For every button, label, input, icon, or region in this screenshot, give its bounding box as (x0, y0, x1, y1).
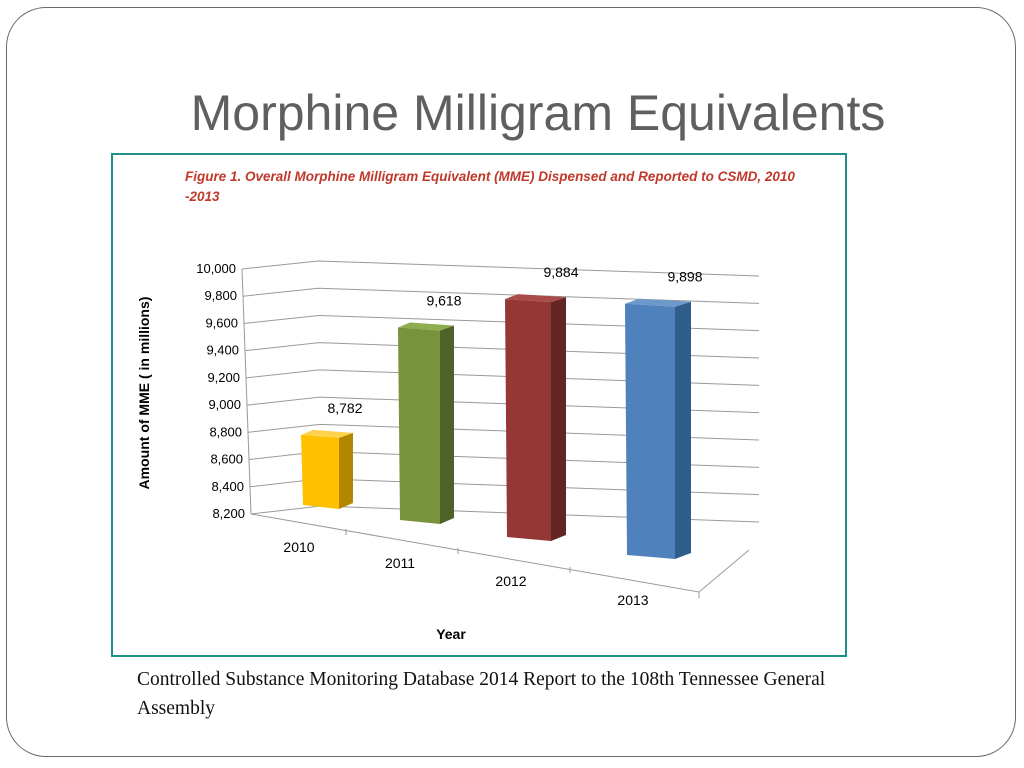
gridline (244, 342, 760, 359)
y-axis-line (241, 268, 252, 515)
y-tick-label: 9,400 (206, 343, 239, 358)
x-tick-label: 2013 (617, 592, 648, 608)
y-tick-label: 9,200 (207, 370, 240, 385)
bar-top (625, 298, 691, 307)
bar (505, 299, 551, 541)
bar (625, 303, 675, 559)
bar-side (675, 301, 691, 559)
bar (398, 327, 440, 524)
y-tick-label: 8,200 (212, 506, 245, 521)
y-tick-label: 8,400 (211, 479, 244, 494)
y-tick-label: 8,600 (210, 452, 243, 467)
gridline (242, 287, 760, 304)
x-tick-label: 2012 (495, 573, 526, 589)
chart-title: Figure 1. Overall Morphine Milligram Equ… (185, 169, 795, 204)
y-tick-label: 9,000 (208, 397, 241, 412)
gridline (241, 260, 760, 277)
data-label: 9,884 (543, 264, 578, 280)
chart-svg: 8,200 8,400 8,600 8,800 9,000 9,200 9,400 9,600… (136, 260, 760, 642)
y-tick-label: 10,000 (196, 261, 236, 276)
slide-title: Morphine Milligram Equivalents (190, 85, 886, 141)
source-caption: Controlled Substance Monitoring Database… (137, 669, 826, 719)
gridline (243, 314, 760, 332)
data-label: 9,618 (426, 293, 461, 309)
y-tick-label: 9,800 (204, 288, 237, 303)
y-axis-title: Amount of MME ( in millions) (136, 297, 152, 490)
x-tick-label: 2010 (283, 539, 314, 555)
bar-top (505, 294, 566, 303)
y-tick-label: 9,600 (205, 315, 238, 330)
gridline (245, 369, 760, 386)
bar (301, 434, 339, 509)
bar-side (339, 432, 353, 509)
bar-top (301, 429, 353, 438)
chart-container: Figure 1. Overall Morphine Milligram Equ… (111, 153, 847, 657)
gridline (246, 396, 760, 414)
data-label: 8,782 (327, 400, 362, 416)
y-tick-label: 8,800 (209, 424, 242, 439)
gridline (247, 423, 760, 441)
x-tick-label: 2011 (385, 555, 415, 571)
data-label: 9,898 (667, 269, 702, 285)
bar-side (440, 325, 454, 524)
slide-frame (6, 7, 1016, 757)
x-axis-title: Year (436, 626, 466, 642)
bar-side (551, 297, 566, 541)
